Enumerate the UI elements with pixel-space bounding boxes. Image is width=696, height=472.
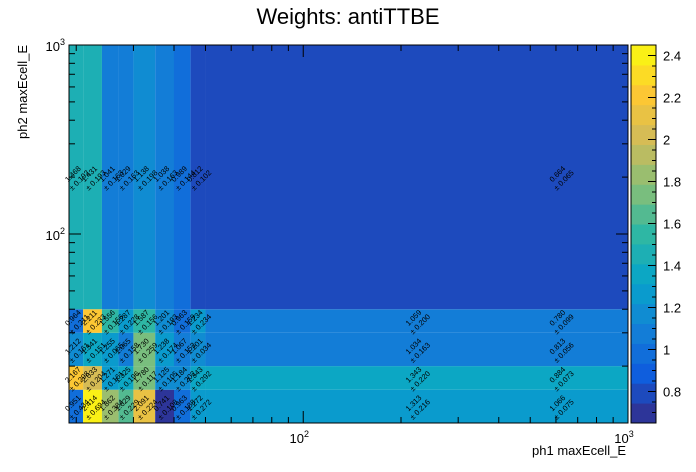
palette-swatch bbox=[631, 303, 656, 325]
heatmap-cell bbox=[69, 309, 84, 333]
palette-swatch bbox=[631, 84, 656, 106]
heatmap-cell bbox=[83, 332, 102, 367]
heatmap-cell bbox=[173, 332, 191, 367]
heatmap-cell bbox=[190, 366, 206, 390]
heatmap-cell bbox=[133, 332, 156, 367]
heatmap-cell bbox=[190, 332, 206, 367]
palette-swatch bbox=[631, 144, 656, 165]
x-tick-label: 102 bbox=[289, 429, 308, 446]
heatmap-cell bbox=[133, 389, 156, 423]
heatmap-cell bbox=[118, 366, 134, 390]
palette-swatch bbox=[631, 343, 656, 364]
heatmap-cell bbox=[101, 389, 119, 423]
palette-swatch bbox=[631, 363, 656, 384]
palette-tick-label: 2.4 bbox=[663, 49, 681, 64]
y-axis-label: ph2 maxEcell_E bbox=[15, 45, 30, 139]
heatmap-cell bbox=[133, 45, 156, 310]
heatmap-cell bbox=[190, 309, 206, 333]
palette-swatch bbox=[631, 243, 656, 265]
heatmap-cell bbox=[101, 332, 119, 367]
heatmap-cell bbox=[69, 366, 84, 390]
heatmap-cell bbox=[83, 366, 102, 390]
palette-swatch bbox=[631, 184, 656, 205]
heatmap-cell bbox=[118, 45, 134, 310]
palette-tick-label: 1.2 bbox=[663, 301, 681, 316]
x-axis-label: ph1 maxEcell_E bbox=[532, 443, 626, 458]
y-tick-label: 102 bbox=[46, 226, 65, 243]
palette-swatch bbox=[631, 124, 656, 145]
palette-swatch bbox=[631, 64, 656, 86]
palette-swatch bbox=[631, 224, 656, 245]
palette-swatch bbox=[631, 323, 656, 344]
palette-tick-label: 2.2 bbox=[663, 91, 681, 106]
heatmap-cell bbox=[190, 45, 206, 310]
heatmap-cell bbox=[155, 366, 174, 390]
heatmap-cell bbox=[205, 332, 628, 367]
heatmap-cell bbox=[155, 332, 174, 367]
palette-tick-label: 1 bbox=[663, 343, 670, 358]
heatmap-cells bbox=[69, 45, 628, 423]
palette-tick-label: 0.8 bbox=[663, 385, 681, 400]
heatmap-cell bbox=[118, 332, 134, 367]
palette-tick-label: 1.4 bbox=[663, 259, 681, 274]
heatmap-cell bbox=[83, 309, 102, 333]
heatmap-cell bbox=[101, 366, 119, 390]
heatmap-cell bbox=[205, 389, 628, 423]
heatmap-cell bbox=[173, 45, 191, 310]
y-tick-label: 103 bbox=[46, 37, 65, 54]
heatmap-cell bbox=[205, 309, 628, 333]
palette-swatch bbox=[631, 104, 656, 126]
heatmap-cell bbox=[69, 332, 84, 367]
heatmap-cell bbox=[118, 309, 134, 333]
heatmap-cell bbox=[101, 309, 119, 333]
color-palette: 0.8 1 1.2 1.4 1.6 1.8 2 2.2 2.4 bbox=[630, 44, 681, 424]
heatmap-cell bbox=[173, 366, 191, 390]
heatmap-cell bbox=[118, 389, 134, 423]
x-tick-label: 103 bbox=[614, 429, 633, 446]
heatmap-cell bbox=[205, 45, 628, 310]
heatmap-cell bbox=[101, 45, 119, 310]
heatmap-cell bbox=[173, 389, 191, 423]
palette-swatch bbox=[631, 204, 656, 225]
heatmap-cell bbox=[133, 366, 156, 390]
chart-title: Weights: antiTTBE bbox=[257, 4, 440, 29]
heatmap-cell bbox=[155, 309, 174, 333]
heatmap-cell bbox=[83, 389, 102, 423]
palette-swatch bbox=[631, 283, 656, 305]
heatmap-cell bbox=[83, 45, 102, 310]
palette-swatch bbox=[631, 403, 656, 424]
heatmap-cell bbox=[190, 389, 206, 423]
palette-swatch bbox=[631, 383, 656, 404]
heatmap-cell bbox=[155, 45, 174, 310]
heatmap-cell bbox=[69, 45, 84, 310]
heatmap-cell bbox=[155, 389, 174, 423]
palette-swatch bbox=[631, 164, 656, 185]
heatmap-cell bbox=[69, 389, 84, 423]
axes: 102 103 102 103 bbox=[46, 37, 634, 446]
heatmap-cell bbox=[173, 309, 191, 333]
palette-tick-label: 2 bbox=[663, 133, 670, 148]
heatmap-cell bbox=[133, 309, 156, 333]
heatmap-cell bbox=[205, 366, 628, 390]
palette-tick-label: 1.6 bbox=[663, 217, 681, 232]
palette-tick-label: 1.8 bbox=[663, 175, 681, 190]
palette-swatch bbox=[631, 45, 656, 66]
palette-swatch bbox=[631, 263, 656, 285]
